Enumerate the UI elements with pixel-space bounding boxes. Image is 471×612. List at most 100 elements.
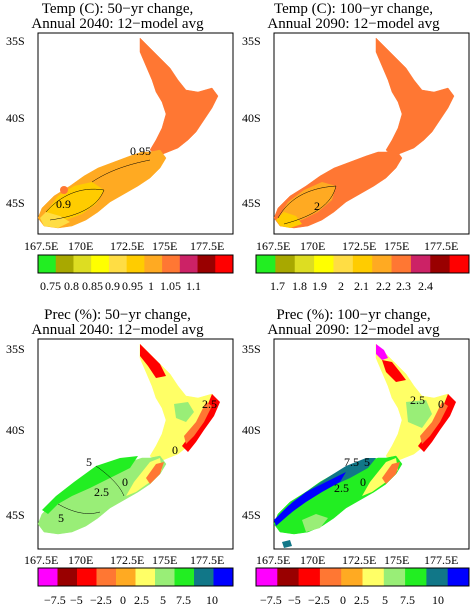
colorbar-label: 0 [340, 593, 346, 607]
colorbar-swatch [116, 568, 136, 586]
colorbar-label: 0 [120, 593, 126, 607]
panel-temp-2040: Temp (C): 50−yr change, Annual 2040: 12−… [0, 0, 235, 306]
south-tip-green [302, 514, 328, 532]
colorbar-label: 0.75 [40, 279, 61, 293]
colorbar-swatch [57, 568, 78, 586]
colorbar-swatch [108, 255, 128, 273]
colorbar-label: 1.1 [186, 279, 201, 293]
lat-label: 45S [6, 508, 25, 522]
colorbar-label: 2 [338, 279, 344, 293]
panel-title-line1: Temp (C): 50−yr change, [41, 1, 194, 17]
colorbar-label: 0.95 [122, 279, 143, 293]
lat-label: 45S [6, 196, 25, 210]
east-coast-yellow [126, 458, 162, 496]
colorbar-swatch [405, 568, 427, 586]
colorbar-swatch [215, 255, 234, 273]
contour-label: 0.95 [130, 144, 151, 158]
contour-label: 0 [172, 443, 178, 457]
colorbar-label: 1.9 [312, 279, 327, 293]
colorbar-swatch [352, 255, 373, 273]
panel-title-line2: Annual 2040: 12−model avg [31, 16, 204, 32]
contour-label: 0.9 [56, 197, 71, 211]
panel-title-line1: Temp (C): 100−yr change, [273, 1, 434, 17]
colorbar [255, 567, 470, 587]
contour-label: 5 [364, 455, 370, 469]
colorbar-swatch [55, 255, 74, 273]
lon-label: 172.5E [110, 553, 144, 567]
colorbar-swatch [391, 255, 412, 273]
lon-label: 177.5E [190, 239, 224, 253]
colorbar-label: 2.5 [134, 593, 149, 607]
west-coast-green [42, 456, 138, 514]
colorbar-swatch [126, 255, 145, 273]
colorbar-frame [255, 254, 470, 274]
lat-label: 40S [242, 423, 261, 437]
contour-line [57, 503, 101, 514]
lon-label: 170E [68, 553, 93, 567]
lon-label: 167.5E [256, 239, 290, 253]
east-coast-orange [184, 402, 212, 444]
colorbar-label: 2.5 [354, 593, 369, 607]
map-temp-2040: 0.95 0.9 35S 40S 45S 167.5E 170E 172.5E … [6, 32, 234, 293]
colorbar-frame [37, 567, 234, 587]
contour-label: 2 [314, 199, 320, 213]
contour-label: 0 [360, 475, 366, 489]
contour-label: 2.5 [94, 485, 109, 499]
lat-label: 40S [6, 423, 25, 437]
colorbar-swatch [174, 568, 195, 586]
lon-label: 172.5E [342, 239, 376, 253]
panel-title-line2: Annual 2040: 12−model avg [31, 322, 204, 338]
colorbar-swatch [179, 255, 199, 273]
contour-label: 5 [86, 455, 92, 469]
west-coast-blue [274, 472, 346, 526]
colorbar-label: 7.5 [400, 593, 415, 607]
north-island [375, 37, 455, 157]
map-prec-2090: 7.5 5 2.5 0 2.5 0 35S 40S 45S 167.5E 170… [242, 338, 470, 607]
colorbar-swatch [38, 255, 57, 273]
lon-label: 177.5E [190, 553, 224, 567]
colorbar-label: 2.4 [418, 279, 433, 293]
panel-prec-2040: Prec (%): 50−yr change, Annual 2040: 12−… [0, 306, 235, 612]
lat-label: 35S [6, 342, 25, 356]
contour-line [95, 465, 125, 497]
panel-title-line2: Annual 2090: 12−model avg [267, 322, 440, 338]
north-tip-magenta [376, 344, 388, 360]
contour-label: 7.5 [344, 455, 359, 469]
panel-temp-2090: Temp (C): 100−yr change, Annual 2090: 12… [236, 0, 471, 306]
north-tip-red [382, 360, 406, 382]
lon-label: 175E [384, 553, 409, 567]
colorbar-swatch [319, 568, 342, 586]
east-coast-orange-south [146, 462, 164, 484]
lat-label: 45S [242, 196, 261, 210]
colorbar-swatch [162, 255, 181, 273]
colorbar-swatch [213, 568, 234, 586]
colorbar-swatch [430, 255, 451, 273]
colorbar-swatch [277, 568, 300, 586]
colorbar-swatch [194, 568, 214, 586]
colorbar-swatch [256, 255, 276, 273]
panel-prec-2090: Prec (%): 100−yr change, Annual 2090: 12… [236, 306, 471, 612]
colorbar-swatch [91, 255, 110, 273]
north-tip-red [140, 344, 166, 378]
lat-label: 35S [242, 34, 261, 48]
colorbar-label: −5 [288, 593, 301, 607]
lon-label: 175E [152, 239, 177, 253]
colorbar-label: 1.8 [292, 279, 307, 293]
contour-label: 2.5 [334, 481, 349, 495]
colorbar-swatch [333, 255, 354, 273]
contour-zone-low [278, 182, 336, 224]
lon-label: 177.5E [424, 553, 458, 567]
lon-label: 167.5E [24, 553, 58, 567]
colorbar-swatch [155, 568, 175, 586]
colorbar-swatch [96, 568, 117, 586]
colorbar-label: 5 [382, 593, 388, 607]
colorbar [37, 254, 234, 274]
colorbar-label: 2.1 [354, 279, 369, 293]
colorbar-label: −5 [70, 593, 83, 607]
contour-zone-lowest [40, 212, 70, 228]
colorbar-label: 1 [148, 279, 154, 293]
contour-line-09 [45, 188, 105, 221]
colorbar-labels: −7.5 −5 −2.5 0 2.5 5 7.5 10 [44, 593, 218, 607]
central-green [174, 402, 194, 422]
north-island [139, 37, 219, 157]
